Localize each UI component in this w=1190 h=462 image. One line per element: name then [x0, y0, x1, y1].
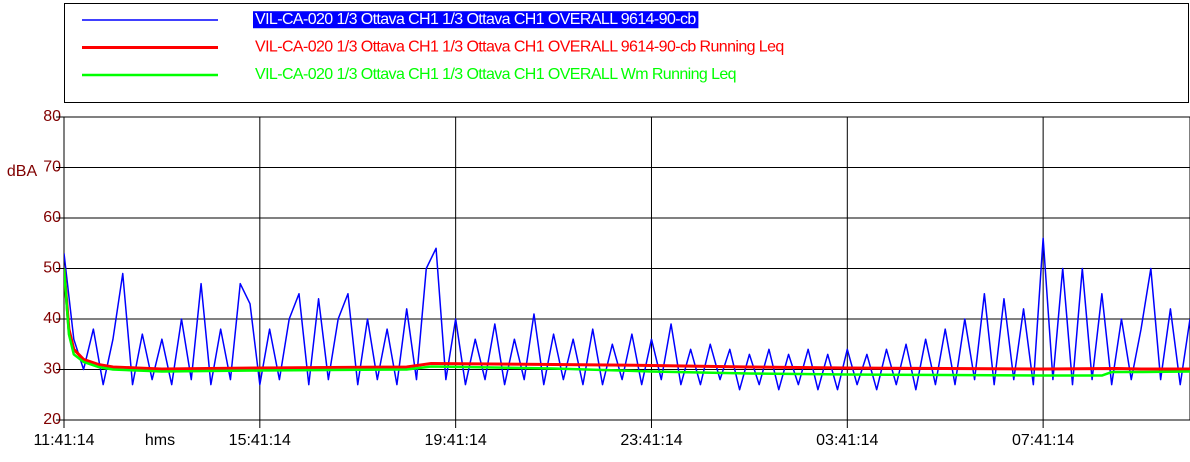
- legend-highlight: [253, 11, 699, 29]
- series-line: [64, 268, 1190, 371]
- x-tick-label: 15:41:14: [229, 432, 291, 449]
- y-tick-label: 50: [43, 260, 61, 277]
- y-tick-label: 40: [43, 310, 61, 327]
- legend-box: [64, 3, 1189, 103]
- x-tick-label: 23:41:14: [620, 432, 682, 449]
- x-tick-label: 03:41:14: [816, 432, 878, 449]
- y-tick-label: 60: [43, 209, 61, 226]
- y-tick-label: 20: [43, 411, 61, 428]
- legend-label: VIL-CA-020 1/3 Ottava CH1 1/3 Ottava CH1…: [255, 11, 696, 28]
- legend-label: VIL-CA-020 1/3 Ottava CH1 1/3 Ottava CH1…: [255, 66, 736, 83]
- x-tick-label: 19:41:14: [425, 432, 487, 449]
- x-tick-label: 11:41:14: [33, 432, 94, 449]
- y-tick-label: 80: [43, 108, 61, 125]
- y-tick-label: 30: [43, 361, 61, 378]
- y-axis-label: dBA: [7, 163, 38, 180]
- x-axis-label: hms: [145, 432, 175, 449]
- series-line: [64, 268, 1190, 377]
- x-tick-label: 07:41:14: [1012, 432, 1074, 449]
- legend-label: VIL-CA-020 1/3 Ottava CH1 1/3 Ottava CH1…: [255, 39, 784, 56]
- y-tick-label: 70: [43, 159, 61, 176]
- series-line: [64, 237, 1190, 391]
